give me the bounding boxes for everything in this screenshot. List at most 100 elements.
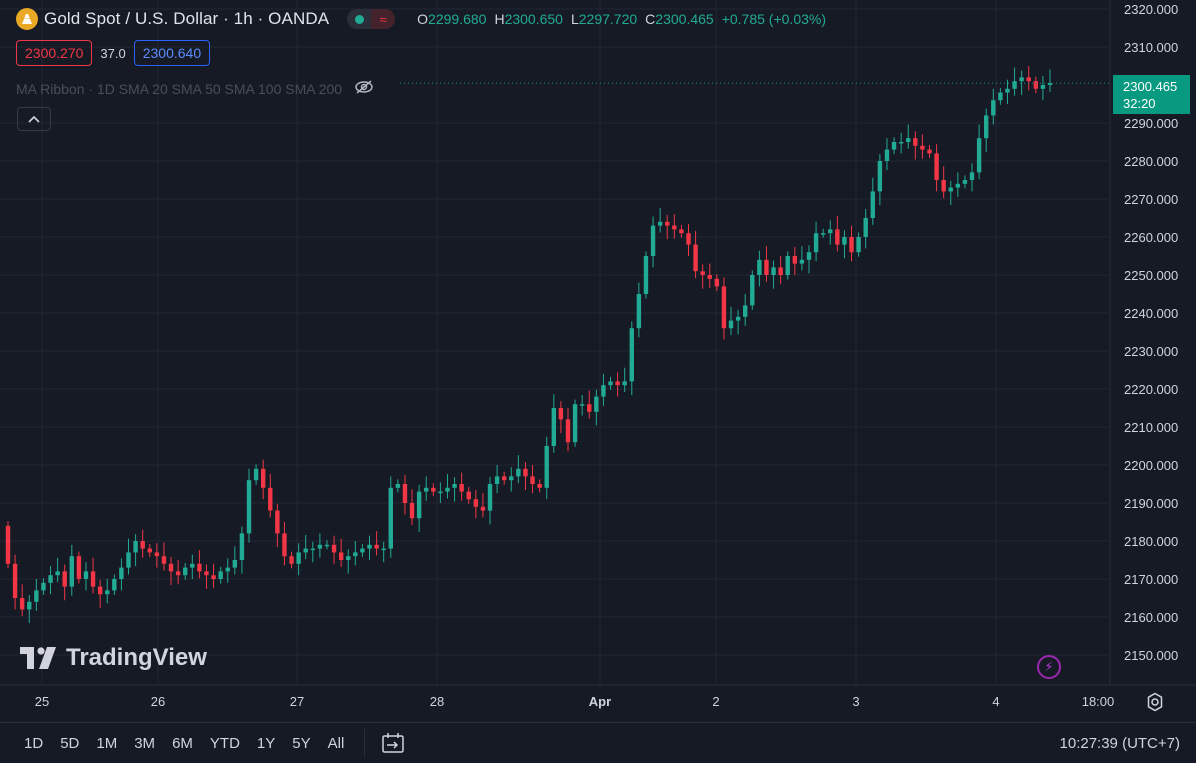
candle-body (913, 138, 918, 146)
candle-body (679, 229, 684, 234)
y-tick-label: 2220.000 (1124, 382, 1178, 397)
candle-body (338, 552, 344, 560)
candle-body (884, 149, 890, 161)
candle-body (955, 183, 961, 188)
range-1d-button[interactable]: 1D (24, 734, 44, 752)
candle-body (707, 275, 712, 279)
candle-body (530, 476, 535, 484)
candle-body (870, 191, 875, 218)
bid-ask-row: 2300.270 37.0 2300.640 (16, 40, 211, 66)
candle-body (388, 487, 393, 549)
high-label: H (494, 11, 505, 27)
last-price-label: 2300.465 32:20 (1113, 75, 1190, 114)
candle-body (253, 468, 259, 481)
spread-value: 37.0 (100, 45, 126, 61)
live-dot-icon[interactable] (347, 9, 372, 29)
toolbar-divider (364, 729, 366, 757)
candle-body (948, 187, 953, 192)
candle-body (69, 556, 74, 587)
candle-body (792, 256, 798, 264)
range-1y-button[interactable]: 1Y (256, 734, 276, 752)
range-1m-button[interactable]: 1M (96, 734, 118, 752)
candle-body (438, 491, 443, 494)
data-status-toggle[interactable]: ≈ (347, 9, 396, 29)
candle-body (211, 575, 216, 579)
range-5d-button[interactable]: 5D (60, 734, 80, 752)
x-tick-label: 3 (852, 694, 859, 709)
candle-body (523, 468, 528, 477)
y-tick-label: 2200.000 (1124, 458, 1178, 473)
candle-body (693, 244, 698, 272)
wave-icon[interactable]: ≈ (371, 9, 396, 29)
open-label: O (417, 11, 429, 27)
candle-body (842, 237, 847, 245)
calendar-range-icon[interactable] (381, 732, 405, 754)
range-5y-button[interactable]: 5Y (292, 734, 311, 752)
ohlc-values: O 2299.680 H 2300.650 L 2297.720 C 2300.… (417, 11, 834, 27)
candle-body (374, 544, 379, 549)
candle-body (480, 506, 486, 511)
candle-body (856, 237, 861, 253)
price-chart[interactable]: 2150.000 2160.000 2170.000 2180.000 2190.000… (0, 0, 1196, 722)
tradingview-logo[interactable]: TradingView (20, 644, 207, 672)
lightning-icon[interactable]: ⚡ (1037, 655, 1061, 679)
candle-body (558, 408, 564, 420)
timezone-clock[interactable]: 10:27:39 (UTC+7) (1059, 734, 1180, 752)
candle-body (246, 480, 252, 534)
candle-body (565, 419, 571, 443)
candle-body (813, 233, 819, 253)
high-value: 2300.650 (504, 11, 563, 27)
candle-body (154, 552, 160, 557)
candle-body (83, 571, 89, 579)
candle-body (962, 180, 968, 184)
indicator-legend[interactable]: MA Ribbon · 1D SMA 20 SMA 50 SMA 100 SMA… (16, 80, 374, 97)
symbol-title[interactable]: Gold Spot / U.S. Dollar · 1h · OANDA (44, 9, 330, 28)
range-ytd-button[interactable]: YTD (209, 734, 240, 752)
candle-body (1040, 85, 1046, 89)
candle-body (133, 541, 138, 553)
candle-body (516, 468, 521, 477)
candle-body (906, 138, 911, 142)
candle-body (828, 229, 833, 234)
candle-body (452, 484, 457, 488)
bid-button[interactable]: 2300.270 (16, 40, 93, 66)
indicator-title: MA Ribbon · 1D SMA 20 SMA 50 SMA 100 SMA… (16, 80, 343, 97)
range-6m-button[interactable]: 6M (172, 734, 193, 752)
candle-body (48, 575, 53, 583)
candle-body (672, 225, 677, 230)
bottom-toolbar: 1D 5D 1M 3M 6M YTD 1Y 5Y All 10:27:39 (U… (0, 722, 1196, 763)
candle-body (218, 571, 223, 579)
candle-body (260, 468, 266, 488)
candle-body (402, 484, 408, 503)
candle-body (5, 525, 11, 564)
candle-body (509, 476, 514, 481)
candle-body (572, 404, 578, 443)
candle-body (984, 115, 989, 139)
candle-body (1033, 81, 1039, 89)
candle-body (232, 560, 238, 568)
y-tick-label: 2210.000 (1124, 420, 1178, 435)
candle-body (289, 556, 294, 564)
candle-body (190, 563, 195, 568)
candle-body (1026, 77, 1031, 82)
range-all-button[interactable]: All (327, 734, 345, 752)
eye-off-icon[interactable] (354, 80, 374, 97)
candle-body (742, 305, 748, 317)
ask-button[interactable]: 2300.640 (133, 40, 211, 66)
collapse-legend-button[interactable] (17, 107, 51, 131)
candle-body (976, 138, 982, 173)
candle-body (1005, 88, 1010, 93)
x-tick-label: 27 (290, 694, 304, 709)
x-tick-label: 4 (992, 694, 999, 709)
candle-body (686, 233, 691, 245)
gold-coin-icon[interactable] (16, 8, 38, 30)
range-3m-button[interactable]: 3M (134, 734, 156, 752)
candle-body (636, 294, 642, 329)
y-tick-label: 2180.000 (1124, 534, 1178, 549)
candle-body (771, 267, 776, 275)
gear-icon[interactable] (1145, 692, 1165, 717)
candle-body (487, 484, 493, 511)
candle-body (381, 548, 386, 551)
candle-body (275, 510, 280, 534)
candle-body (551, 408, 557, 446)
